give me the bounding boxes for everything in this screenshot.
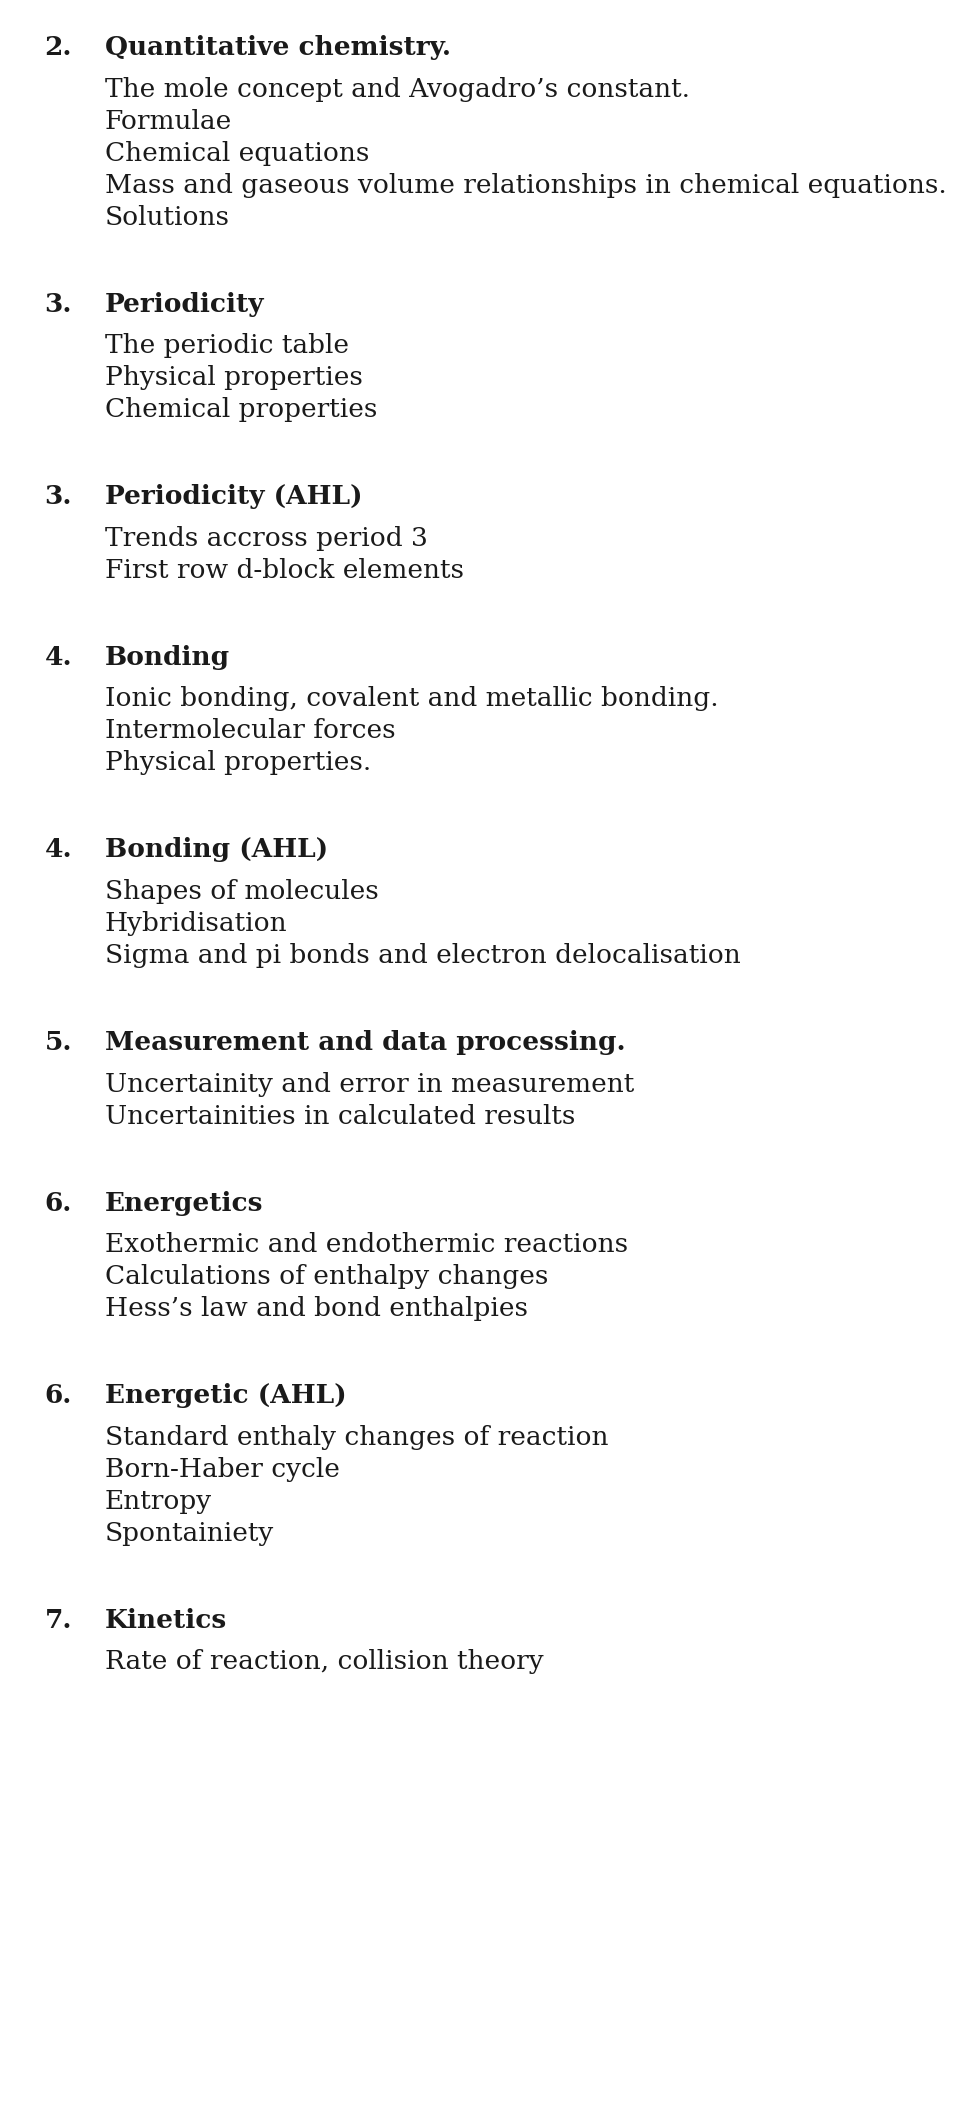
Text: Entropy: Entropy xyxy=(105,1489,212,1514)
Text: Exothermic and endothermic reactions: Exothermic and endothermic reactions xyxy=(105,1233,628,1258)
Text: 7.: 7. xyxy=(44,1608,72,1633)
Text: Uncertainity and error in measurement: Uncertainity and error in measurement xyxy=(105,1072,635,1097)
Text: Ionic bonding, covalent and metallic bonding.: Ionic bonding, covalent and metallic bon… xyxy=(105,686,719,712)
Text: Calculations of enthalpy changes: Calculations of enthalpy changes xyxy=(105,1264,548,1290)
Text: 6.: 6. xyxy=(44,1190,72,1216)
Text: 5.: 5. xyxy=(44,1029,72,1055)
Text: Sigma and pi bonds and electron delocalisation: Sigma and pi bonds and electron delocali… xyxy=(105,943,741,968)
Text: Born-Haber cycle: Born-Haber cycle xyxy=(105,1457,340,1483)
Text: Measurement and data processing.: Measurement and data processing. xyxy=(105,1029,626,1055)
Text: Energetics: Energetics xyxy=(105,1190,263,1216)
Text: Rate of reaction, collision theory: Rate of reaction, collision theory xyxy=(105,1650,543,1675)
Text: Physical properties.: Physical properties. xyxy=(105,750,372,775)
Text: Chemical equations: Chemical equations xyxy=(105,140,370,165)
Text: Shapes of molecules: Shapes of molecules xyxy=(105,879,379,904)
Text: Standard enthaly changes of reaction: Standard enthaly changes of reaction xyxy=(105,1425,609,1451)
Text: Bonding (AHL): Bonding (AHL) xyxy=(105,837,328,862)
Text: Physical properties: Physical properties xyxy=(105,364,363,390)
Text: 3.: 3. xyxy=(44,485,72,508)
Text: Spontainiety: Spontainiety xyxy=(105,1521,275,1546)
Text: Hess’s law and bond enthalpies: Hess’s law and bond enthalpies xyxy=(105,1296,528,1322)
Text: Mass and gaseous volume relationships in chemical equations.: Mass and gaseous volume relationships in… xyxy=(105,172,947,197)
Text: Intermolecular forces: Intermolecular forces xyxy=(105,718,396,743)
Text: Periodicity: Periodicity xyxy=(105,292,265,316)
Text: Formulae: Formulae xyxy=(105,108,232,133)
Text: 3.: 3. xyxy=(44,292,72,316)
Text: Energetic (AHL): Energetic (AHL) xyxy=(105,1383,347,1408)
Text: Trends accross period 3: Trends accross period 3 xyxy=(105,525,428,551)
Text: 6.: 6. xyxy=(44,1383,72,1408)
Text: Uncertainities in calculated results: Uncertainities in calculated results xyxy=(105,1103,575,1129)
Text: Hybridisation: Hybridisation xyxy=(105,911,288,936)
Text: 4.: 4. xyxy=(44,644,72,669)
Text: Periodicity (AHL): Periodicity (AHL) xyxy=(105,485,363,508)
Text: Solutions: Solutions xyxy=(105,205,230,229)
Text: Bonding: Bonding xyxy=(105,644,230,669)
Text: 4.: 4. xyxy=(44,837,72,862)
Text: The mole concept and Avogadro’s constant.: The mole concept and Avogadro’s constant… xyxy=(105,76,690,102)
Text: The periodic table: The periodic table xyxy=(105,333,349,358)
Text: First row d-block elements: First row d-block elements xyxy=(105,557,464,582)
Text: Quantitative chemistry.: Quantitative chemistry. xyxy=(105,36,451,59)
Text: Chemical properties: Chemical properties xyxy=(105,398,377,421)
Text: 2.: 2. xyxy=(44,36,72,59)
Text: Kinetics: Kinetics xyxy=(105,1608,228,1633)
